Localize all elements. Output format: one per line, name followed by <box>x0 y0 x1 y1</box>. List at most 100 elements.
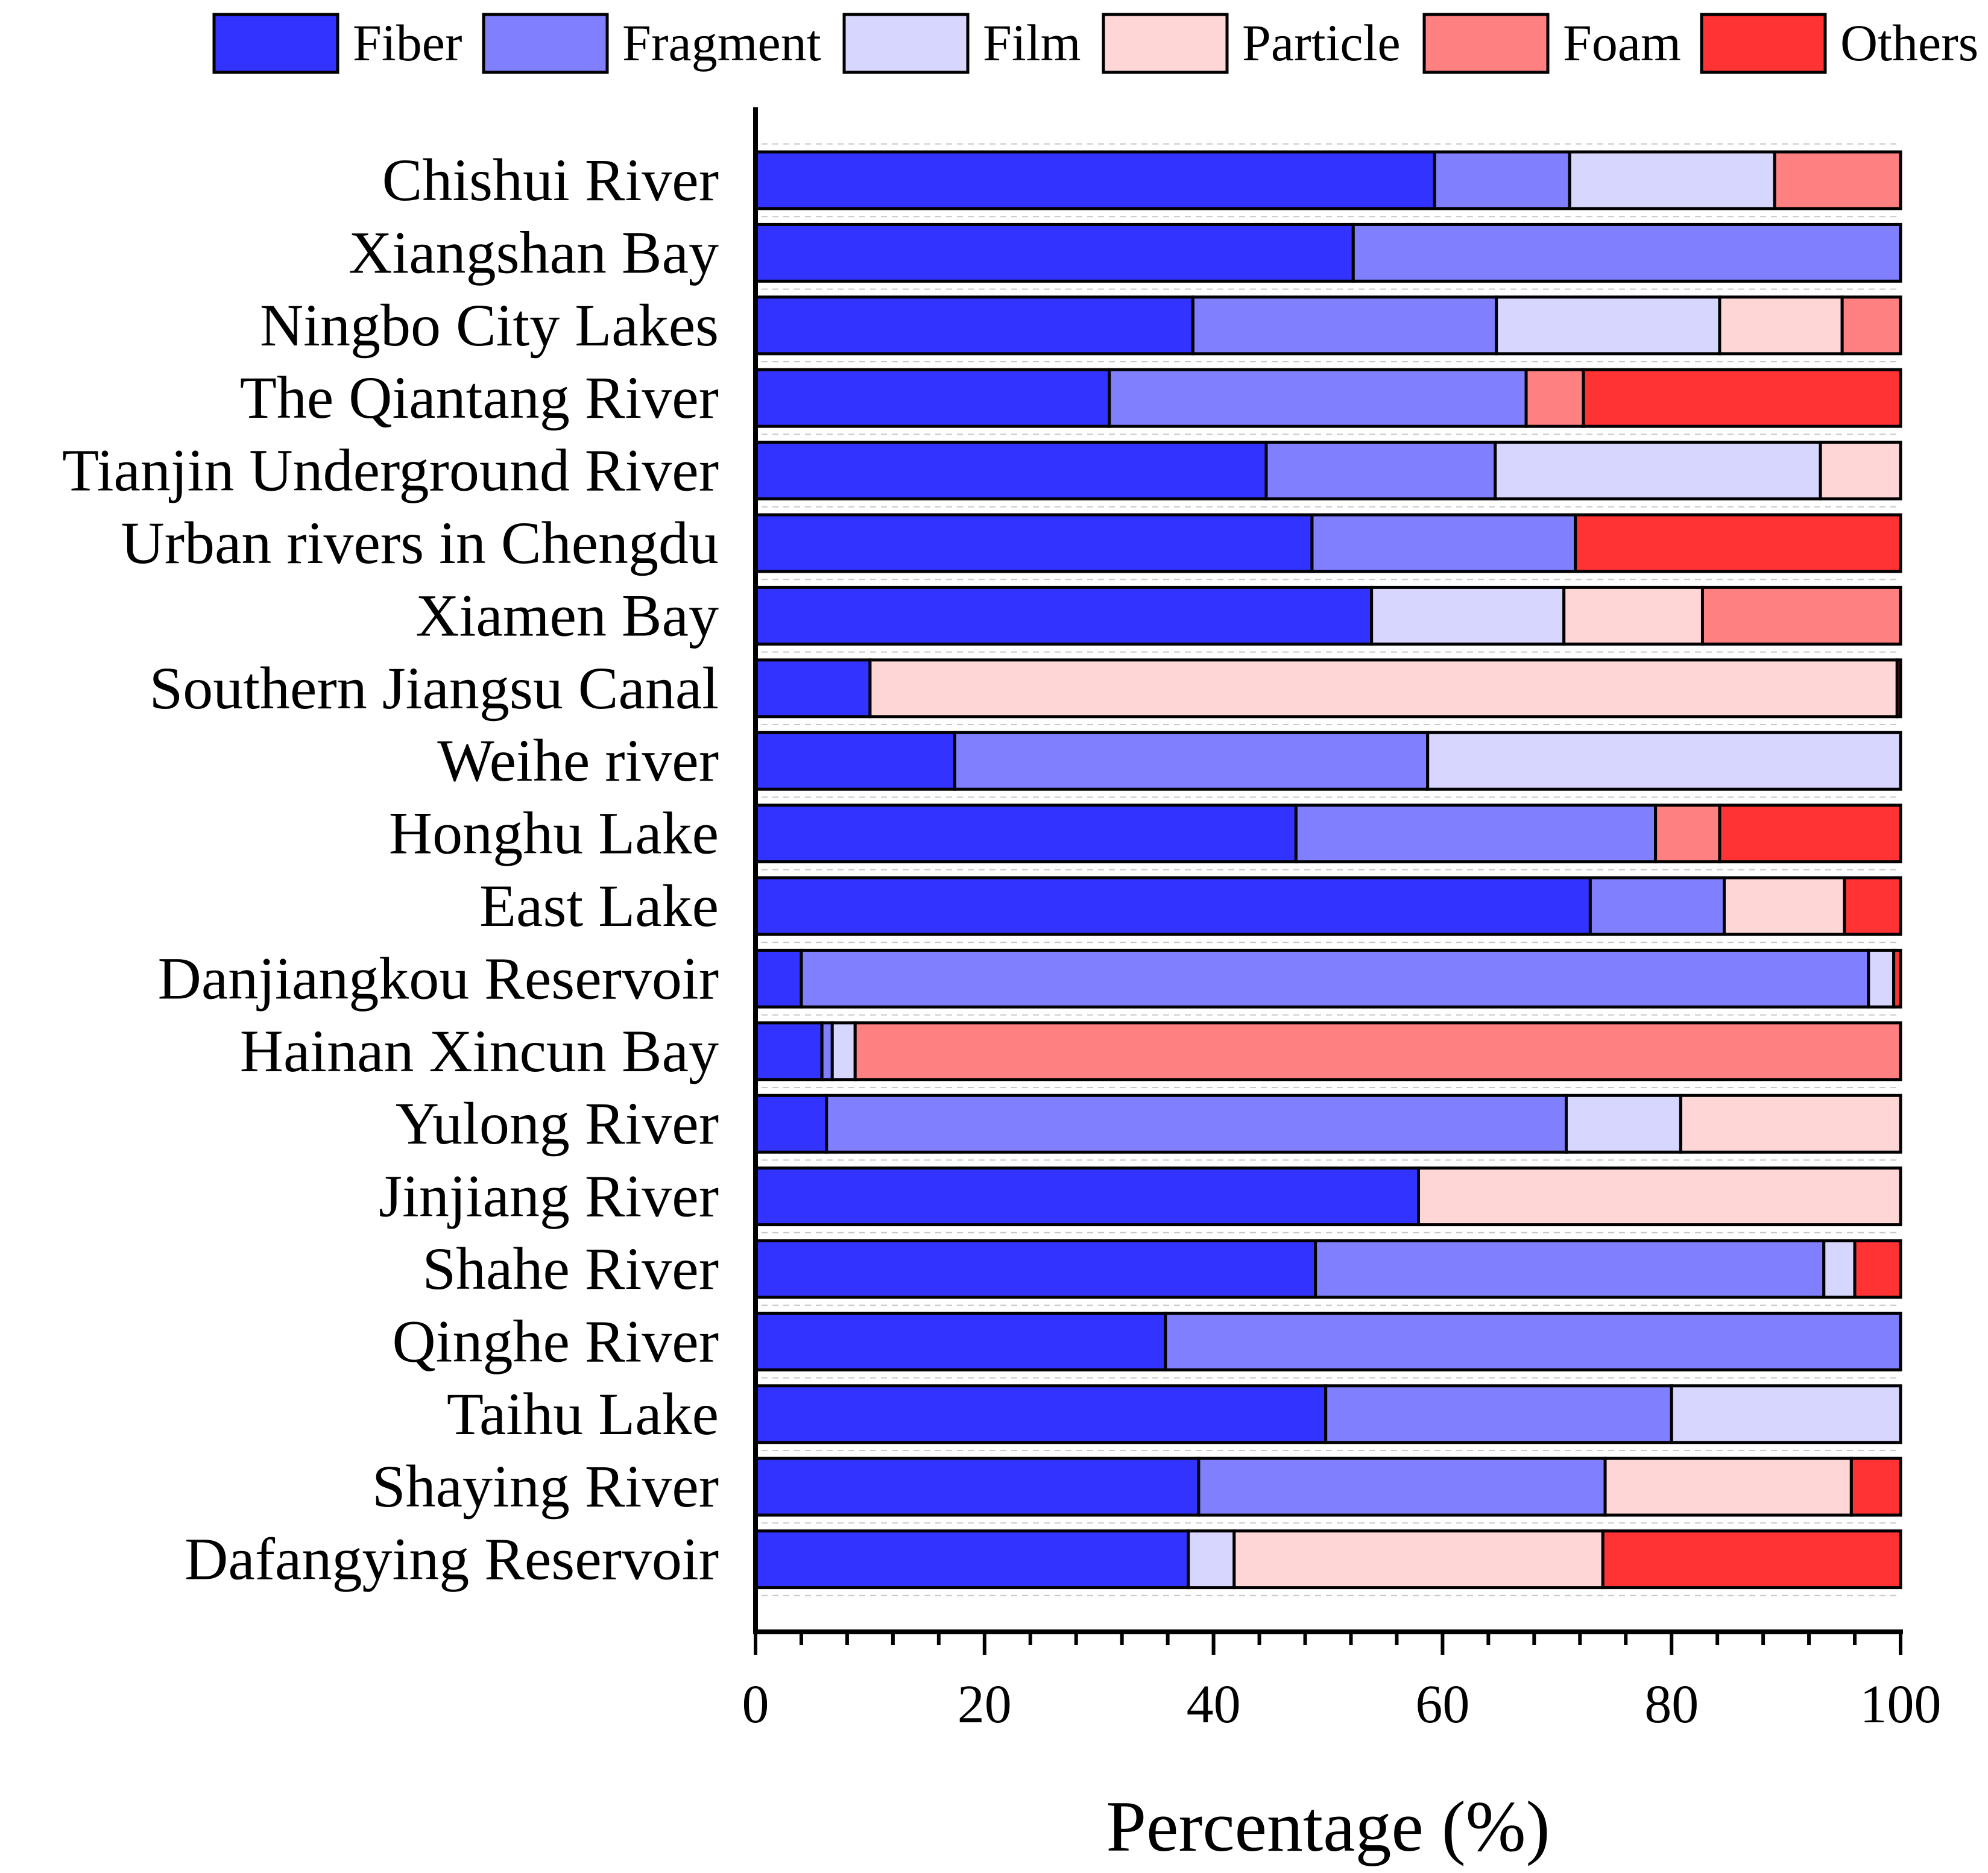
bar-segment-xiangshan-bay-fragment <box>1351 222 1902 283</box>
bars <box>754 150 1902 1590</box>
bar-segment-tianjin-underground-river-film <box>1494 441 1822 501</box>
bar-segment-urban-rivers-in-chengdu-fragment <box>1310 513 1577 573</box>
legend-label-foam: Foam <box>1563 14 1681 72</box>
bar-segment-urban-rivers-in-chengdu-others <box>1574 513 1902 573</box>
x-axis-title: Percentage (%) <box>1106 1786 1550 1866</box>
bar-segment-chishui-river-fragment <box>1433 150 1571 210</box>
bar-segment-ningbo-city-lakes-particle <box>1718 295 1844 356</box>
category-label: Weihe river <box>437 727 719 794</box>
legend-swatch-particle <box>1102 13 1229 74</box>
bar-segment-shahe-river-film <box>1822 1239 1857 1299</box>
bar-segment-yulong-river-film <box>1564 1094 1682 1154</box>
bar-segment-taihu-lake-film <box>1670 1384 1902 1444</box>
legend-label-fiber: Fiber <box>353 14 462 72</box>
category-label: Taihu Lake <box>447 1380 719 1447</box>
bar-segment-hainan-xincun-bay-foam <box>853 1021 1902 1081</box>
category-label: Honghu Lake <box>389 800 719 867</box>
bar-segment-shaying-river-others <box>1849 1456 1902 1517</box>
bar-segment-east-lake-particle <box>1723 876 1846 936</box>
bar-segment-hainan-xincun-bay-fragment <box>820 1021 834 1081</box>
x-tick-label: 40 <box>1187 1675 1241 1734</box>
bar-segment-xiamen-bay-fiber <box>754 585 1374 646</box>
bar-segment-qinghe-river-fragment <box>1164 1311 1902 1371</box>
bar-segment-tianjin-underground-river-fiber <box>754 441 1268 501</box>
bar-segment-east-lake-fragment <box>1588 876 1726 936</box>
category-label: Xiangshan Bay <box>349 219 719 286</box>
category-label: The Qiantang River <box>240 364 719 431</box>
bar-segment-taihu-lake-fiber <box>754 1384 1328 1444</box>
bar-segment-weihe-river-film <box>1426 731 1902 791</box>
bar-segment-the-qiantang-river-foam <box>1524 368 1585 428</box>
legend-swatch-fragment <box>482 13 609 74</box>
bar-segment-the-qiantang-river-fiber <box>754 368 1111 428</box>
bar-segment-shaying-river-fiber <box>754 1456 1201 1517</box>
bar-segment-chishui-river-foam <box>1773 150 1902 210</box>
bar-segment-qinghe-river-fiber <box>754 1311 1167 1371</box>
bar-segment-hainan-xincun-bay-fiber <box>754 1021 824 1081</box>
bar-segment-shahe-river-others <box>1853 1239 1902 1299</box>
bar-segment-jinjiang-river-particle <box>1417 1166 1902 1227</box>
x-tick-label: 0 <box>742 1675 769 1734</box>
legend-swatch-foam <box>1422 13 1550 74</box>
bar-segment-southern-jiangsu-canal-fiber <box>754 658 872 719</box>
bar-segment-yulong-river-fragment <box>825 1094 1568 1154</box>
category-label: Yulong River <box>396 1090 719 1157</box>
bar-segment-jinjiang-river-fiber <box>754 1166 1421 1227</box>
bar-segment-xiamen-bay-particle <box>1562 585 1704 646</box>
legend-swatch-fiber <box>212 13 339 74</box>
bar-segment-tianjin-underground-river-particle <box>1819 441 1902 501</box>
bar-segment-yulong-river-particle <box>1679 1094 1902 1154</box>
category-label: Shaying River <box>372 1453 719 1520</box>
bar-segment-east-lake-others <box>1843 876 1902 936</box>
bar-segment-ningbo-city-lakes-fragment <box>1191 295 1498 356</box>
bar-segment-the-qiantang-river-others <box>1582 368 1902 428</box>
category-label: Tianjin Underground River <box>62 437 719 504</box>
legend-label-fragment: Fragment <box>622 14 821 72</box>
bar-segment-shaying-river-particle <box>1603 1456 1853 1517</box>
category-label: Shahe River <box>422 1235 719 1302</box>
bar-segment-yulong-river-fiber <box>754 1094 828 1154</box>
gridlines <box>762 143 1901 1596</box>
x-tick-label: 100 <box>1860 1675 1942 1734</box>
bar-segment-xiangshan-bay-fiber <box>754 222 1355 283</box>
category-label: Urban rivers in Chengdu <box>121 509 719 576</box>
legend-swatch-others <box>1700 13 1827 74</box>
category-label: Hainan Xincun Bay <box>240 1018 719 1084</box>
bar-segment-tianjin-underground-river-fragment <box>1264 441 1497 501</box>
bar-segment-xiamen-bay-foam <box>1700 585 1902 646</box>
x-axis-ticks: 0 20 40 60 80 100 <box>742 1632 1942 1734</box>
bar-segment-chishui-river-fiber <box>754 150 1436 210</box>
bar-segment-the-qiantang-river-fragment <box>1108 368 1528 428</box>
axes <box>753 107 1903 1634</box>
bar-segment-danjiangkou-reservoir-others <box>1892 948 1902 1009</box>
legend: Fiber Fragment Film Particle Foam Others <box>212 13 1978 74</box>
bar-segment-honghu-lake-fiber <box>754 804 1298 864</box>
bar-segment-ningbo-city-lakes-fiber <box>754 295 1194 356</box>
bar-segment-shaying-river-fragment <box>1197 1456 1607 1517</box>
bar-segment-honghu-lake-others <box>1718 804 1902 864</box>
bar-segment-chishui-river-film <box>1568 150 1776 210</box>
x-tick-label: 20 <box>958 1675 1012 1734</box>
bar-segment-shahe-river-fragment <box>1314 1239 1826 1299</box>
legend-label-particle: Particle <box>1242 14 1401 72</box>
bar-segment-honghu-lake-foam <box>1654 804 1721 864</box>
x-tick-label: 80 <box>1644 1675 1699 1734</box>
legend-label-film: Film <box>983 14 1081 72</box>
bar-segment-danjiangkou-reservoir-fiber <box>754 948 803 1009</box>
bar-segment-dafangying-reservoir-particle <box>1232 1529 1605 1590</box>
bar-segment-danjiangkou-reservoir-film <box>1867 948 1896 1009</box>
category-label: Chishui River <box>382 146 719 213</box>
bar-segment-danjiangkou-reservoir-fragment <box>800 948 1870 1009</box>
bar-segment-dafangying-reservoir-fiber <box>754 1529 1190 1590</box>
bar-segment-southern-jiangsu-canal-others <box>1895 658 1902 719</box>
category-label: East Lake <box>479 872 719 939</box>
category-label: Jinjiang River <box>379 1163 719 1230</box>
bar-segment-taihu-lake-fragment <box>1324 1384 1673 1444</box>
bar-segment-honghu-lake-fragment <box>1294 804 1658 864</box>
legend-swatch-film <box>842 13 970 74</box>
bar-segment-xiamen-bay-film <box>1370 585 1566 646</box>
category-label: Ningbo City Lakes <box>260 292 719 359</box>
